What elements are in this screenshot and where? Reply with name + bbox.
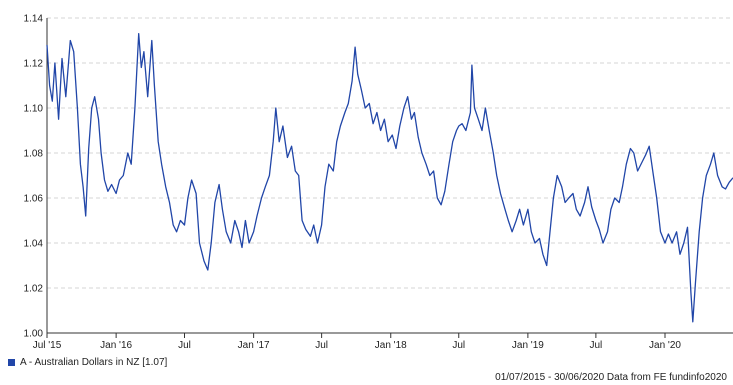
grid xyxy=(47,17,733,334)
legend-label: A - Australian Dollars in NZ [1.07] xyxy=(20,357,168,368)
y-tick-label: 1.06 xyxy=(24,194,44,205)
data-source-note: 01/07/2015 - 30/06/2020 Data from FE fun… xyxy=(495,372,727,383)
y-tick-label: 1.08 xyxy=(24,149,44,160)
y-tick-label: 1.12 xyxy=(24,59,44,70)
x-tick-label: Jan '17 xyxy=(238,340,270,351)
x-tick-label: Jan '16 xyxy=(100,340,132,351)
series-layer xyxy=(46,33,733,323)
legend[interactable]: A - Australian Dollars in NZ [1.07] xyxy=(8,357,167,368)
axes: 1.00 1.02 1.04 1.06 1.08 1.10 1.12 1.14 Jul '15 J… xyxy=(24,14,733,351)
y-tick-label: 1.14 xyxy=(24,14,44,25)
x-tick-label: Jul '15 xyxy=(33,340,62,351)
y-tick-label: 1.02 xyxy=(24,284,44,295)
x-tick-label: Jan '18 xyxy=(375,340,407,351)
x-tick-label: Jan '20 xyxy=(649,340,681,351)
x-tick-label: Jul xyxy=(178,340,191,351)
series-line xyxy=(46,33,733,323)
x-tick-label: Jan '19 xyxy=(512,340,544,351)
x-tick-label: Jul xyxy=(315,340,328,351)
y-tick-label: 1.04 xyxy=(24,239,44,250)
y-tick-label: 1.10 xyxy=(24,104,44,115)
legend-swatch xyxy=(8,359,15,366)
x-tick-label: Jul xyxy=(589,340,602,351)
y-tick-label: 1.00 xyxy=(24,329,44,340)
x-tick-label: Jul xyxy=(452,340,465,351)
